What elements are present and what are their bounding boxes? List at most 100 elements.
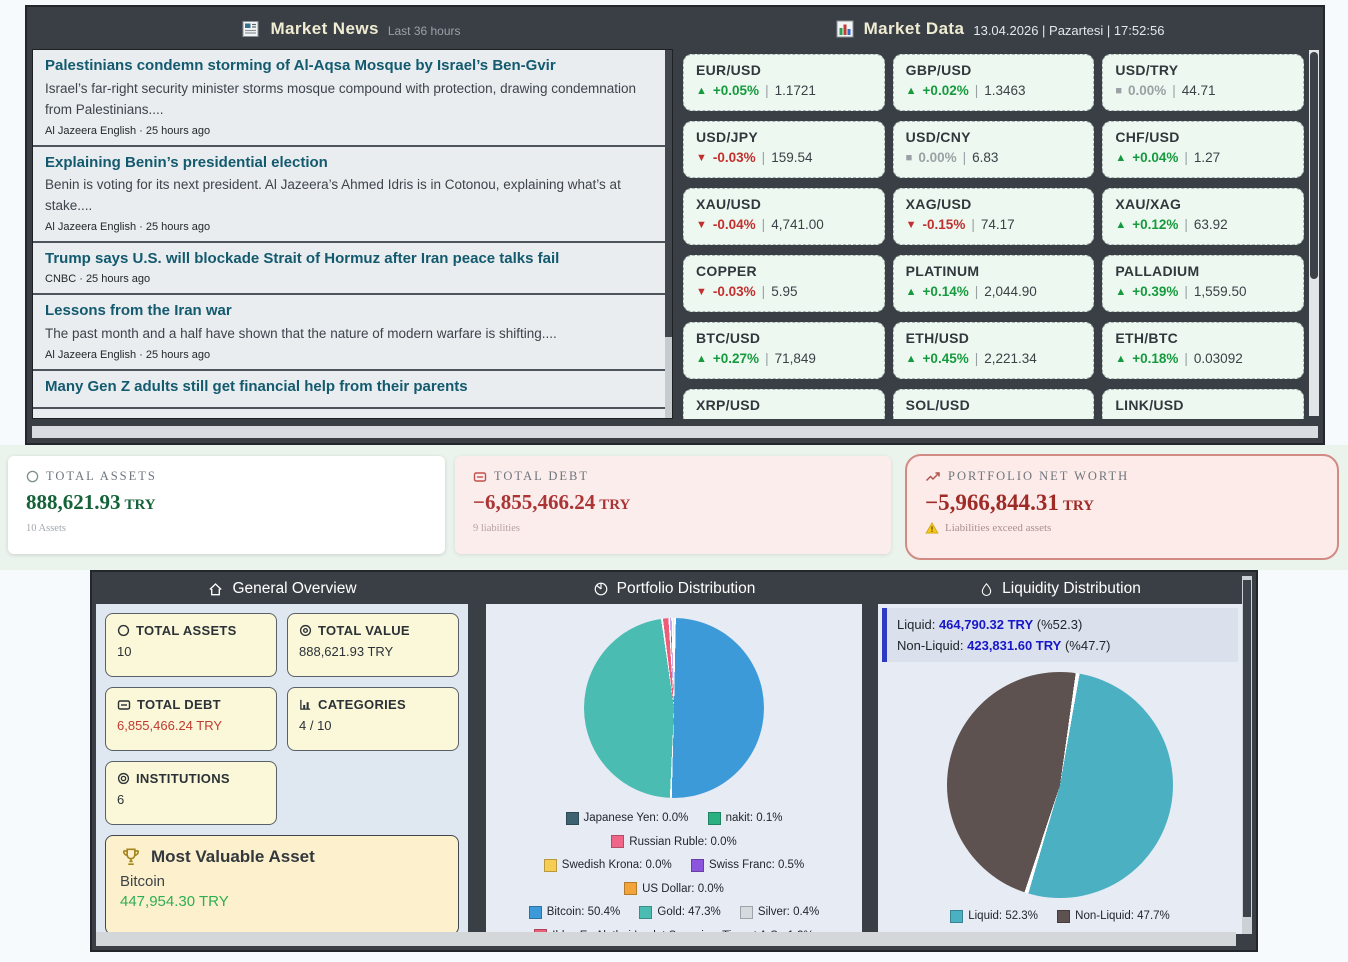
- tile-symbol: USD/CNY: [905, 129, 971, 145]
- market-tile[interactable]: BTC/USD ▲ +0.27% 71,849: [683, 322, 885, 379]
- trend-icon: ▲: [1115, 151, 1127, 164]
- non-liquid-pct: (%47.7): [1064, 638, 1111, 653]
- portfolio-distribution-title: Portfolio Distribution: [616, 580, 756, 597]
- news-item[interactable]: Lessons from the Iran war The past month…: [33, 295, 672, 371]
- market-tile[interactable]: ETH/BTC ▲ +0.18% 0.03092: [1102, 322, 1304, 379]
- market-tile[interactable]: COPPER ▼ -0.03% 5.95: [683, 255, 885, 312]
- legend-swatch: [528, 905, 542, 919]
- separator: [765, 83, 769, 98]
- most-valuable-asset-name: Bitcoin: [120, 873, 166, 890]
- news-item[interactable]: Palestinians condemn storming of Al-Aqsa…: [33, 50, 672, 147]
- market-tile[interactable]: PALLADIUM ▲ +0.39% 1,559.50: [1102, 255, 1304, 312]
- overview-total-value-card[interactable]: TOTAL VALUE 888,621.93 TRY: [287, 613, 459, 677]
- tile-change: -0.04%: [712, 217, 756, 232]
- market-tile[interactable]: XAU/USD ▼ -0.04% 4,741.00: [683, 188, 885, 245]
- market-tile[interactable]: XAG/USD ▼ -0.15% 74.17: [892, 188, 1095, 245]
- legend-item: Liquid: 52.3%: [950, 906, 1038, 926]
- market-tile[interactable]: LINK/USD: [1102, 389, 1304, 419]
- liquid-value: 464,790.32 TRY: [938, 617, 1034, 632]
- tile-symbol: USD/TRY: [1115, 62, 1179, 78]
- tile-value: 1.27: [1193, 150, 1221, 165]
- trend-icon: ▲: [696, 84, 707, 97]
- news-list: Palestinians condemn storming of Al-Aqsa…: [32, 49, 673, 419]
- most-valuable-asset-card[interactable]: Most Valuable Asset Bitcoin 447,954.30 T…: [105, 835, 459, 934]
- liquidity-pie-chart[interactable]: [947, 672, 1173, 898]
- tile-symbol: XRP/USD: [696, 397, 761, 413]
- overview-total-debt-card[interactable]: TOTAL DEBT 6,855,466.24 TRY: [105, 687, 277, 751]
- market-tile[interactable]: XRP/USD: [683, 389, 885, 419]
- home-icon: [209, 582, 223, 595]
- tile-change: +0.05%: [712, 83, 760, 98]
- market-tile[interactable]: XAU/XAG ▲ +0.12% 63.92: [1102, 188, 1304, 245]
- news-headline[interactable]: Palestinians condemn storming of Al-Aqsa…: [45, 57, 556, 74]
- bottom-vertical-scrollbar[interactable]: [1242, 576, 1252, 934]
- tile-change: +0.14%: [922, 284, 969, 299]
- news-item[interactable]: Many Gen Z adults still get financial he…: [33, 371, 672, 410]
- market-data-scrollbar-thumb[interactable]: [1310, 52, 1318, 279]
- trend-icon: ▲: [1115, 218, 1127, 231]
- trend-icon: ▲: [905, 352, 917, 365]
- trend-icon: ▲: [905, 285, 917, 298]
- general-overview-panel: TOTAL ASSETS 10 TOTAL VALUE 888,621.93 T…: [96, 604, 468, 934]
- total-assets-label: TOTAL ASSETS: [46, 469, 157, 483]
- tile-change: 0.00%: [918, 150, 957, 165]
- news-headline[interactable]: Trump says U.S. will blockade Strait of …: [45, 250, 560, 268]
- trend-up-icon: [925, 471, 940, 481]
- tile-symbol: SOL/USD: [905, 397, 970, 413]
- total-assets-card: TOTAL ASSETS 888,621.93 TRY 10 Assets: [8, 456, 445, 554]
- tile-change: -0.03%: [712, 284, 756, 299]
- market-data-title: Market Data: [863, 19, 965, 38]
- market-tile[interactable]: ETH/USD ▲ +0.45% 2,221.34: [892, 322, 1095, 379]
- news-headline[interactable]: Many Gen Z adults still get financial he…: [45, 377, 468, 395]
- analytics-section: General Overview TOTAL ASSETS 10 TOTAL V…: [90, 570, 1258, 952]
- market-data-header: Market Data 13.04.2026 | Pazartesi | 17:…: [677, 11, 1322, 47]
- market-data-scrollbar[interactable]: [1309, 50, 1319, 416]
- top-horizontal-scrollbar[interactable]: [32, 426, 1318, 438]
- legend-item: Non-Liquid: 47.7%: [1057, 906, 1170, 926]
- news-scrollbar[interactable]: [665, 50, 672, 418]
- tile-change: -0.15%: [922, 217, 966, 232]
- news-item[interactable]: Trump says U.S. will blockade Strait of …: [33, 243, 672, 295]
- separator: [762, 284, 766, 299]
- news-scrollbar-thumb[interactable]: [665, 50, 672, 338]
- legend-item: Gold: 47.3%: [639, 902, 721, 922]
- bullseye-icon: [117, 772, 130, 785]
- liquidity-distribution-header: Liquidity Distribution: [878, 576, 1242, 602]
- total-debt-card: TOTAL DEBT −6,855,466.24 TRY 9 liabilitie…: [455, 456, 891, 554]
- news-item[interactable]: Explaining Benin’s presidential election…: [33, 147, 672, 244]
- overview-institutions-card[interactable]: INSTITUTIONS 6: [105, 761, 277, 825]
- tile-change: -0.03%: [712, 150, 756, 165]
- market-tile[interactable]: USD/JPY ▼ -0.03% 159.54: [683, 121, 885, 178]
- market-tile[interactable]: USD/CNY ■ 0.00% 6.83: [892, 121, 1095, 178]
- portfolio-pie-chart[interactable]: [584, 618, 764, 798]
- news-headline[interactable]: Explaining Benin’s presidential election: [45, 153, 328, 171]
- bottom-vertical-scrollbar-thumb[interactable]: [1243, 580, 1251, 917]
- tile-change: +0.04%: [1132, 150, 1179, 165]
- trend-icon: ▲: [1115, 352, 1127, 365]
- newspaper-icon: [242, 21, 259, 37]
- overview-categories-card[interactable]: CATEGORIES 4 / 10: [287, 687, 459, 751]
- legend-item: US Dollar: 0.0%: [624, 879, 724, 899]
- overview-total-assets-card[interactable]: TOTAL ASSETS 10: [105, 613, 277, 677]
- tile-value: 2,221.34: [984, 351, 1037, 366]
- liquidity-legend: Liquid: 52.3% Non-Liquid: 47.7%: [878, 906, 1242, 930]
- news-headline[interactable]: Lessons from the Iran war: [45, 301, 232, 319]
- market-tile[interactable]: USD/TRY ■ 0.00% 44.71: [1102, 54, 1304, 111]
- legend-swatch: [950, 909, 964, 923]
- legend-swatch: [639, 905, 653, 919]
- tile-symbol: ETH/USD: [905, 330, 970, 346]
- legend-swatch: [534, 929, 548, 934]
- market-tile[interactable]: PLATINUM ▲ +0.14% 2,044.90: [892, 255, 1095, 312]
- liquidity-info-box: Liquid: 464,790.32 TRY (%52.3) Non-Liqui…: [882, 608, 1238, 662]
- market-data-panel: EUR/USD ▲ +0.05% 1.1721 GBP/USD ▲ +0.02% 1.346…: [679, 49, 1322, 419]
- market-tile[interactable]: EUR/USD ▲ +0.05% 1.1721: [683, 54, 885, 111]
- market-tile[interactable]: GBP/USD ▲ +0.02% 1.3463: [892, 54, 1095, 111]
- market-tile[interactable]: SOL/USD: [892, 389, 1095, 419]
- legend-swatch: [611, 835, 625, 848]
- bottom-horizontal-scrollbar[interactable]: [96, 932, 1236, 946]
- separator: [975, 284, 979, 299]
- legend-swatch: [690, 858, 704, 872]
- tile-change: 0.00%: [1127, 83, 1167, 98]
- liquid-line: Liquid: 464,790.32 TRY (%52.3): [897, 617, 1083, 632]
- market-tile[interactable]: CHF/USD ▲ +0.04% 1.27: [1102, 121, 1304, 178]
